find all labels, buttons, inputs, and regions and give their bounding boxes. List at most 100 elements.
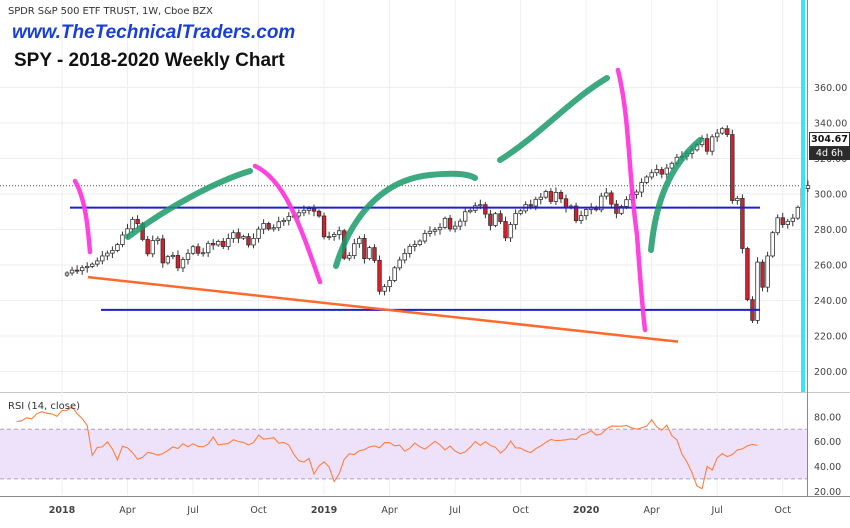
candle-body[interactable] xyxy=(170,255,176,258)
candle-body[interactable] xyxy=(730,134,735,201)
candle-body[interactable] xyxy=(382,286,387,292)
candle-body[interactable] xyxy=(185,252,191,260)
candle-body[interactable] xyxy=(271,227,276,230)
candle-body[interactable] xyxy=(417,240,423,245)
candle-body[interactable] xyxy=(704,138,710,152)
candle-body[interactable] xyxy=(765,255,770,288)
candle-body[interactable] xyxy=(266,223,271,230)
candle-body[interactable] xyxy=(286,215,291,221)
candle-body[interactable] xyxy=(412,244,417,247)
candle-body[interactable] xyxy=(326,236,332,239)
candle-body[interactable] xyxy=(210,242,216,246)
candle-body[interactable] xyxy=(226,238,231,247)
candle-body[interactable] xyxy=(447,217,453,230)
candle-body[interactable] xyxy=(180,259,186,269)
candle-body[interactable] xyxy=(256,228,261,239)
candle-body[interactable] xyxy=(281,220,286,223)
candle-body[interactable] xyxy=(261,223,266,230)
candle-body[interactable] xyxy=(205,242,211,254)
candle-body[interactable] xyxy=(246,236,251,246)
candle-body[interactable] xyxy=(498,213,503,222)
candle-body[interactable] xyxy=(437,226,443,231)
candle-body[interactable] xyxy=(649,172,654,178)
candle-body[interactable] xyxy=(216,240,221,246)
candle-body[interactable] xyxy=(442,217,448,228)
candle-body[interactable] xyxy=(90,263,95,267)
candle-body[interactable] xyxy=(241,236,246,239)
candle-body[interactable] xyxy=(563,198,569,209)
candle-body[interactable] xyxy=(120,234,125,245)
candle-body[interactable] xyxy=(483,204,488,215)
candle-body[interactable] xyxy=(775,217,780,234)
candle-body[interactable] xyxy=(644,176,649,183)
candle-body[interactable] xyxy=(74,269,80,272)
candle-body[interactable] xyxy=(493,213,498,226)
candle-body[interactable] xyxy=(795,206,801,219)
candle-body[interactable] xyxy=(427,230,433,234)
candle-body[interactable] xyxy=(624,199,629,207)
candle-body[interactable] xyxy=(321,215,327,238)
candle-body[interactable] xyxy=(135,218,140,225)
candle-body[interactable] xyxy=(548,191,554,202)
candle-body[interactable] xyxy=(462,211,468,222)
candle-body[interactable] xyxy=(599,195,604,211)
candle-body[interactable] xyxy=(155,238,160,241)
candle-body[interactable] xyxy=(760,261,765,288)
candle-body[interactable] xyxy=(352,243,357,256)
candle-body[interactable] xyxy=(190,246,196,254)
candle-body[interactable] xyxy=(387,280,392,288)
candle-body[interactable] xyxy=(306,208,312,211)
candle-body[interactable] xyxy=(805,185,811,189)
candle-body[interactable] xyxy=(609,192,614,205)
candle-body[interactable] xyxy=(69,269,75,274)
candle-body[interactable] xyxy=(336,230,342,235)
candle-body[interactable] xyxy=(397,259,402,269)
candle-body[interactable] xyxy=(407,245,412,254)
candle-body[interactable] xyxy=(709,136,715,152)
candle-body[interactable] xyxy=(100,255,105,262)
candle-body[interactable] xyxy=(790,217,795,222)
candle-body[interactable] xyxy=(533,198,538,207)
candle-body[interactable] xyxy=(518,210,523,214)
candle-body[interactable] xyxy=(422,233,428,242)
candle-body[interactable] xyxy=(639,182,644,193)
candle-body[interactable] xyxy=(785,220,790,225)
candle-body[interactable] xyxy=(513,213,518,225)
candle-body[interactable] xyxy=(654,169,659,174)
candle-body[interactable] xyxy=(604,192,609,197)
candle-body[interactable] xyxy=(634,191,639,195)
candle-body[interactable] xyxy=(301,209,307,214)
candle-body[interactable] xyxy=(725,128,730,135)
candle-body[interactable] xyxy=(720,128,725,134)
candle-body[interactable] xyxy=(488,213,493,226)
candle-body[interactable] xyxy=(311,208,317,212)
candle-body[interactable] xyxy=(316,210,322,217)
candle-body[interactable] xyxy=(115,244,120,251)
candle-body[interactable] xyxy=(150,240,155,255)
candle-body[interactable] xyxy=(145,239,150,255)
candle-body[interactable] xyxy=(583,209,589,217)
candle-body[interactable] xyxy=(538,196,543,200)
candle-body[interactable] xyxy=(503,221,508,239)
candle-body[interactable] xyxy=(362,237,367,260)
candle-body[interactable] xyxy=(160,238,165,264)
candle-body[interactable] xyxy=(110,250,115,254)
candle-body[interactable] xyxy=(573,205,579,222)
candle-body[interactable] xyxy=(85,266,90,269)
candle-body[interactable] xyxy=(715,132,720,138)
candle-body[interactable] xyxy=(664,167,669,175)
candle-body[interactable] xyxy=(347,255,352,259)
candle-body[interactable] xyxy=(165,256,171,264)
candle-body[interactable] xyxy=(543,191,549,198)
candle-body[interactable] xyxy=(175,255,181,269)
candle-body[interactable] xyxy=(79,267,85,272)
candle-body[interactable] xyxy=(740,198,745,249)
candle-body[interactable] xyxy=(331,234,337,238)
candle-body[interactable] xyxy=(357,237,362,245)
candle-body[interactable] xyxy=(614,203,619,214)
candle-body[interactable] xyxy=(558,192,564,200)
candle-body[interactable] xyxy=(478,204,483,207)
candle-body[interactable] xyxy=(755,261,760,321)
candle-body[interactable] xyxy=(578,215,584,222)
candle-body[interactable] xyxy=(457,220,463,227)
